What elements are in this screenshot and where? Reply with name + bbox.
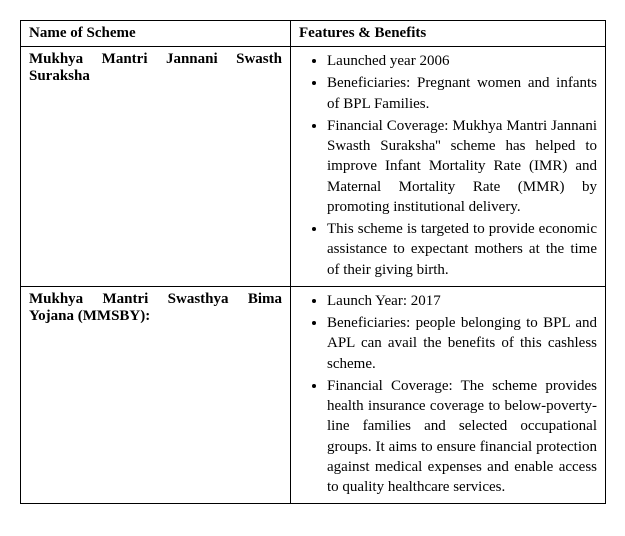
header-name: Name of Scheme <box>21 21 291 47</box>
feature-item: This scheme is targeted to provide econo… <box>327 219 597 280</box>
feature-list: Launched year 2006 Beneficiaries: Pregna… <box>299 51 597 280</box>
feature-item: Beneficiaries: people belonging to BPL a… <box>327 313 597 374</box>
scheme-features-cell: Launch Year: 2017 Beneficiaries: people … <box>291 286 606 504</box>
header-row: Name of Scheme Features & Benefits <box>21 21 606 47</box>
feature-item: Launch Year: 2017 <box>327 291 597 311</box>
scheme-name-cell: Mukhya Mantri Swasthya Bima Yojana (MMSB… <box>21 286 291 504</box>
scheme-name: Mukhya Mantri Swasthya Bima Yojana (MMSB… <box>29 291 282 325</box>
scheme-features-cell: Launched year 2006 Beneficiaries: Pregna… <box>291 47 606 287</box>
schemes-table: Name of Scheme Features & Benefits Mukhy… <box>20 20 606 504</box>
table-row: Mukhya Mantri Swasthya Bima Yojana (MMSB… <box>21 286 606 504</box>
feature-item: Beneficiaries: Pregnant women and infant… <box>327 73 597 114</box>
feature-item: Financial Coverage: Mukhya Mantri Jannan… <box>327 116 597 217</box>
scheme-name: Mukhya Mantri Jannani Swasth Suraksha <box>29 51 282 85</box>
header-features: Features & Benefits <box>291 21 606 47</box>
table-row: Mukhya Mantri Jannani Swasth Suraksha La… <box>21 47 606 287</box>
feature-item: Financial Coverage: The scheme provides … <box>327 376 597 498</box>
feature-list: Launch Year: 2017 Beneficiaries: people … <box>299 291 597 498</box>
scheme-name-cell: Mukhya Mantri Jannani Swasth Suraksha <box>21 47 291 287</box>
feature-item: Launched year 2006 <box>327 51 597 71</box>
